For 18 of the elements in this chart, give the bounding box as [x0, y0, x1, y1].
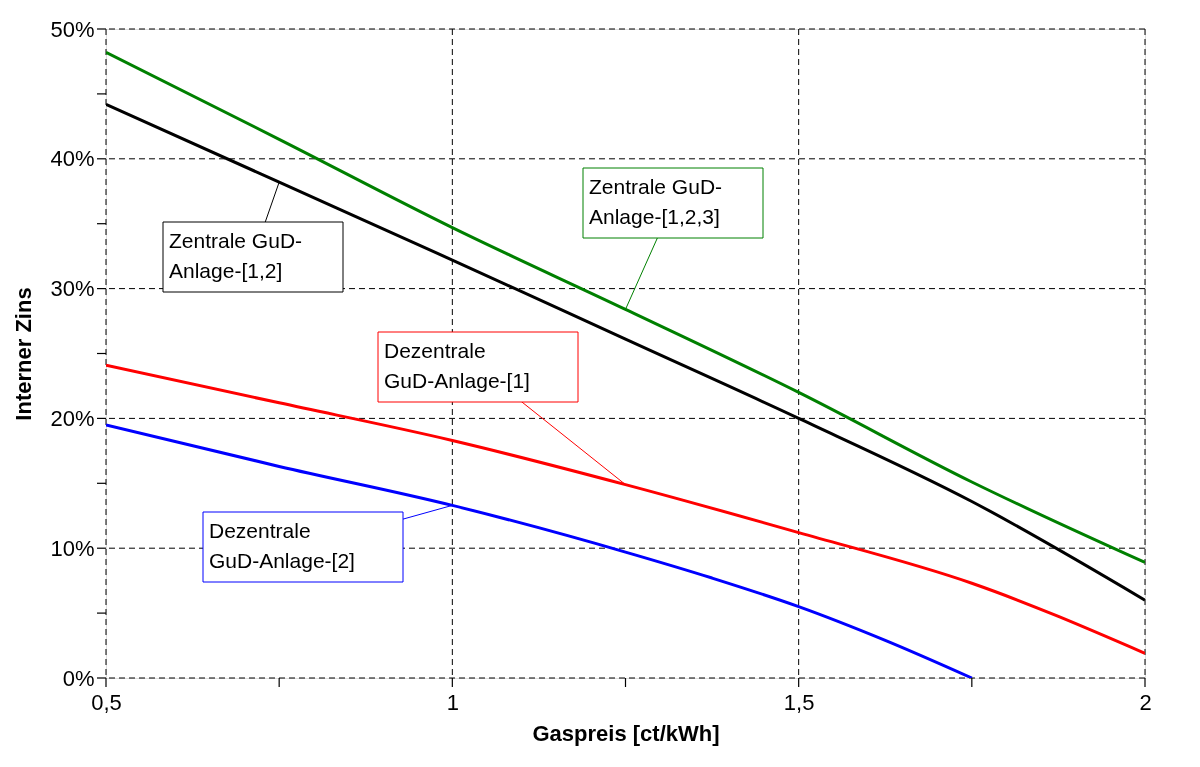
y-tick-label: 30%	[50, 276, 95, 302]
line-series	[106, 363, 1145, 655]
y-tick-label: 0%	[62, 665, 95, 691]
line-series	[106, 423, 974, 678]
annotation: Zentrale GuD- Anlage-[1,2]	[169, 229, 303, 282]
x-tick-label: 1,5	[783, 689, 815, 715]
y-tick-label: 20%	[50, 405, 95, 431]
annotation: Dezentrale GuD-Anlage-[1]	[384, 339, 530, 392]
y-tick-label: 40%	[50, 146, 95, 172]
y-axis-title: Interner Zins	[11, 287, 37, 421]
x-tick-label: 0,5	[91, 689, 122, 715]
x-tick-label: 2	[1139, 689, 1152, 715]
x-axis-title: Gaspreis [ct/kWh]	[532, 720, 720, 746]
annotation: Dezentrale GuD-Anlage-[2]	[209, 519, 355, 572]
x-tick-label: 1	[446, 689, 459, 715]
y-tick-label: 50%	[50, 16, 95, 42]
y-tick-label: 10%	[50, 535, 95, 561]
annotation: Zentrale GuD- Anlage-[1,2,3]	[589, 175, 723, 228]
